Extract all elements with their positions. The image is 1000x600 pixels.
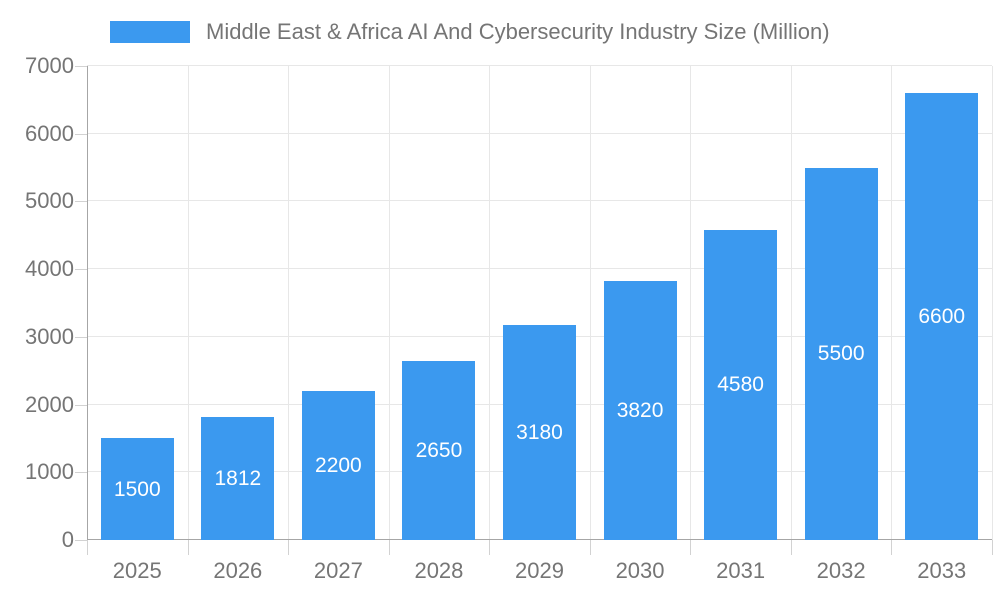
bar-2030[interactable]: 3820 [603, 281, 677, 540]
x-axis-label: 2029 [515, 558, 564, 583]
x-axis-tick [992, 540, 993, 555]
x-axis-label: 2030 [615, 558, 665, 583]
y-axis-label: 6000 [25, 120, 74, 146]
y-axis-label: 5000 [25, 188, 74, 214]
gridline-vertical [589, 66, 591, 540]
x-axis-label: 2032 [816, 558, 866, 583]
bar-2032[interactable]: 5500 [804, 167, 878, 540]
y-axis-tick [75, 201, 87, 203]
y-axis-label: 7000 [25, 53, 74, 78]
x-axis-label: 2026 [213, 558, 263, 583]
bar-value-label: 2200 [315, 454, 362, 478]
x-axis-label: 2025 [112, 558, 162, 583]
y-axis-tick [75, 540, 87, 541]
bar-value-label: 2650 [415, 438, 463, 462]
bar-2026[interactable]: 1812 [201, 417, 275, 540]
x-axis-tick [891, 540, 893, 555]
gridline-horizontal [87, 268, 992, 270]
x-axis-tick [187, 540, 189, 555]
plot-area: 1500 1812 2200 2650 3180 3820 4580 5500 6600 [87, 65, 993, 555]
y-axis-tick [75, 66, 87, 67]
y-axis-label: 0 [61, 527, 74, 552]
y-axis-tick [75, 472, 87, 474]
x-axis-label: 2033 [917, 558, 967, 583]
x-axis-tick [87, 540, 88, 555]
bar-2029[interactable]: 3180 [503, 324, 576, 540]
x-axis-label: 2027 [313, 558, 363, 583]
gridline-vertical [690, 66, 692, 540]
x-axis-tick [690, 540, 692, 555]
bar-value-label: 3180 [516, 420, 563, 444]
bar-value-label: 5500 [817, 342, 865, 366]
gridline-vertical [790, 66, 792, 540]
y-axis-line [87, 66, 88, 555]
gridline-vertical [489, 66, 491, 540]
gridline-horizontal [87, 65, 992, 66]
bar-value-label: 1500 [113, 477, 161, 501]
legend-label: Middle East & Africa AI And Cybersecurit… [206, 19, 830, 44]
y-axis-label: 2000 [25, 391, 74, 417]
x-axis-tick [790, 540, 792, 555]
y-axis-tick [75, 404, 87, 406]
y-axis-label: 4000 [25, 256, 74, 282]
gridline-horizontal [87, 132, 992, 134]
bar-value-label: 6600 [918, 305, 966, 329]
y-axis-label: 3000 [25, 323, 74, 349]
bar-value-label: 1812 [214, 467, 262, 491]
bar-2028[interactable]: 2650 [402, 360, 476, 540]
y-axis-tick [75, 269, 87, 271]
y-axis-tick [75, 133, 87, 135]
bar-value-label: 4580 [717, 373, 764, 397]
x-axis-tick [388, 540, 390, 555]
bar-2033[interactable]: 6600 [905, 93, 979, 540]
y-axis-label: 1000 [25, 459, 74, 485]
bar-2027[interactable]: 2200 [301, 391, 375, 540]
y-axis-tick [75, 336, 87, 338]
gridline-vertical [992, 66, 993, 540]
bar-value-label: 3820 [616, 399, 664, 423]
legend-item[interactable]: Middle East & Africa AI And Cybersecurit… [110, 19, 830, 45]
gridline-vertical [388, 66, 390, 540]
gridline-vertical [187, 66, 189, 540]
x-axis-label: 2028 [414, 558, 464, 583]
gridline-vertical [288, 66, 290, 540]
x-axis-tick [589, 540, 591, 555]
bar-2031[interactable]: 4580 [704, 229, 778, 540]
legend-swatch [110, 21, 190, 43]
x-axis-tick [288, 540, 290, 555]
x-axis-label: 2031 [716, 558, 766, 583]
x-axis-tick [489, 540, 491, 555]
gridline-vertical [891, 66, 893, 540]
gridline-horizontal [87, 200, 992, 202]
bar-2025[interactable]: 1500 [100, 438, 174, 540]
